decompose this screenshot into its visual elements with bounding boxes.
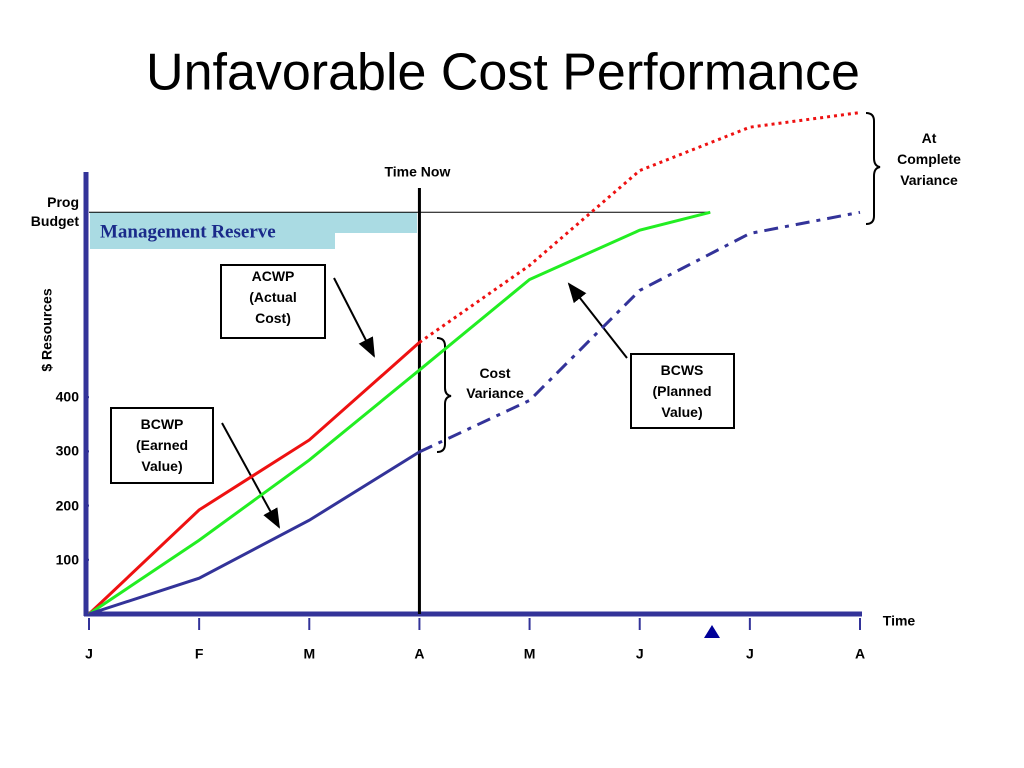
series-line [88, 210, 711, 616]
x-tick-label: J [746, 646, 754, 662]
arrow [221, 422, 280, 529]
y-tick-label: 400 [55, 388, 79, 405]
brace [436, 337, 452, 453]
legend-label-line: (Planned [652, 383, 711, 399]
y-tick-label: 100 [55, 551, 79, 568]
chart-title: Unfavorable Cost Performance [146, 44, 860, 102]
legend-label-line: Cost) [255, 310, 291, 326]
y-tick-label: 200 [55, 497, 79, 514]
series-line [87, 341, 421, 616]
y-axis-label: $ Resources [39, 288, 55, 371]
reserve-label: Management Reserve [100, 221, 276, 242]
legend-label-line: (Earned [136, 437, 188, 453]
brace [865, 112, 881, 225]
y-tick-label: 300 [55, 442, 79, 459]
legend-label-line: (Actual [249, 289, 296, 305]
series-line [88, 450, 421, 616]
legend-label: BCWS (Planned Value) [652, 362, 711, 420]
reserve-band [90, 212, 417, 249]
callout-box [220, 264, 326, 339]
x-tick-label: F [195, 646, 204, 662]
x-axis-label: Time [883, 613, 916, 629]
time-now-label: Time Now [384, 164, 450, 180]
annotation-line: Complete [897, 151, 961, 167]
legend-label-line: BCWP [141, 416, 184, 432]
legend-label-line: Value) [141, 458, 182, 474]
legend-label-line: Value) [661, 404, 702, 420]
legend-label: ACWP (Actual Cost) [249, 268, 296, 326]
status-marker [704, 625, 720, 638]
x-tick-label: J [636, 646, 644, 662]
x-tick-label: J [85, 646, 93, 662]
legend-label-line: ACWP [252, 268, 295, 284]
legend-label-line: BCWS [661, 362, 704, 378]
arrow [567, 282, 628, 359]
annotation-line: Variance [466, 385, 524, 401]
y-tick-label: Prog Budget [30, 194, 79, 230]
x-tick-label: M [524, 646, 536, 662]
x-tick-label: A [414, 646, 424, 662]
annotation-line: At [922, 130, 937, 146]
arrow [333, 277, 375, 358]
forecast-line [418, 111, 861, 344]
annotation: Cost Variance [466, 365, 524, 401]
x-tick-label: M [303, 646, 315, 662]
forecast-line [418, 210, 861, 454]
annotation: At Complete Variance [897, 130, 961, 188]
annotation-line: Variance [900, 172, 958, 188]
callout-box [110, 407, 214, 484]
legend-label: BCWP (Earned Value) [136, 416, 188, 474]
annotation-line: Cost [479, 365, 510, 381]
x-tick-label: A [855, 646, 865, 662]
callout-box [630, 353, 735, 429]
